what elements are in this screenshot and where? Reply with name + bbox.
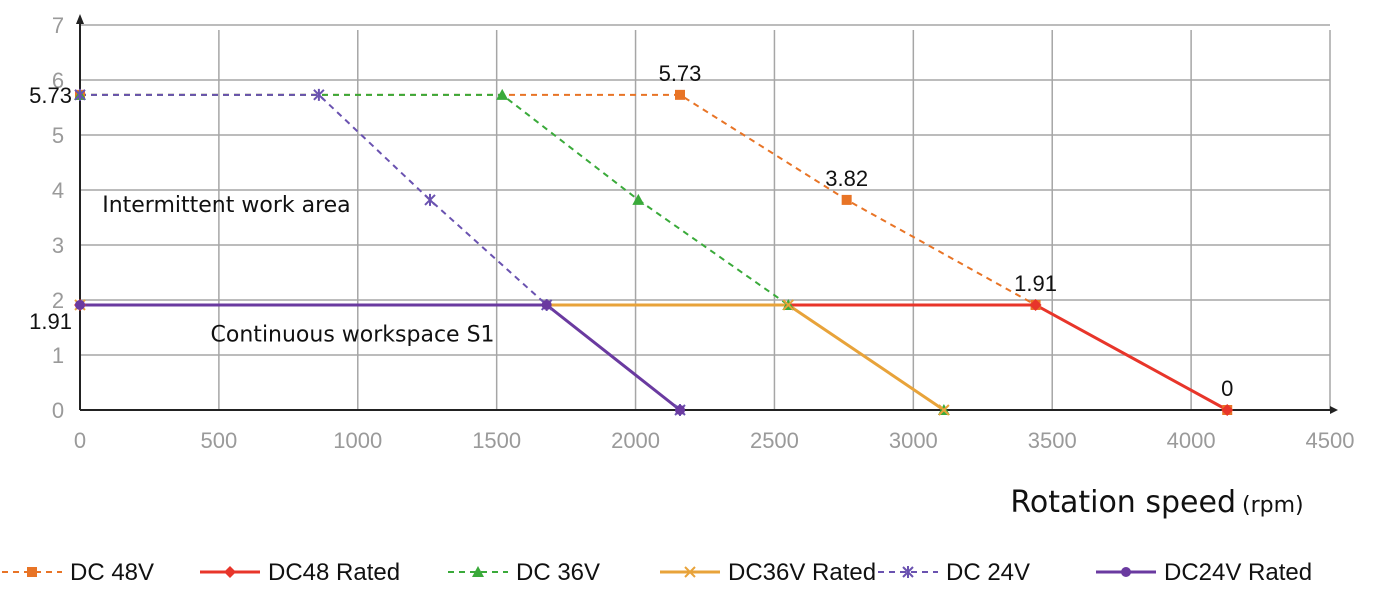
data-point-4-0	[74, 88, 86, 101]
data-point-3-2	[938, 404, 950, 416]
area-label: Intermittent work area	[102, 193, 350, 218]
data-point-4-1	[313, 88, 325, 101]
chart-axes	[76, 14, 1338, 414]
legend-label-2: DC 36V	[516, 559, 600, 586]
y-tick-label: 1	[52, 343, 64, 368]
area-labels: Intermittent work area Continuous workspa…	[102, 193, 494, 347]
series-line-4	[80, 93, 681, 411]
series-line-1	[80, 303, 1228, 412]
legend-label-5: DC24V Rated	[1164, 559, 1312, 586]
tick-labels: 0 500 1000 1500 2000 2500 3000 3500 4000 4500 0 1 2 3…	[52, 13, 1355, 453]
legend-label-0: DC 48V	[70, 559, 154, 586]
x-tick-label: 3500	[1028, 428, 1077, 453]
legend-marker-0	[27, 567, 37, 577]
area-label: Continuous workspace S1	[211, 322, 495, 347]
data-point-5-2	[675, 405, 685, 415]
x-tick-label: 2500	[750, 428, 799, 453]
x-axis-label: Rotation speed	[1010, 485, 1236, 520]
data-point-2-2	[632, 193, 645, 205]
series-line-3	[80, 303, 945, 412]
x-tick-label: 1000	[333, 428, 382, 453]
data-label: 1.91	[1014, 271, 1057, 296]
y-tick-label: 7	[52, 13, 64, 38]
y-tick-label: 6	[52, 68, 64, 93]
chart-grid	[80, 24, 1331, 410]
x-axis-arrow	[1330, 406, 1338, 414]
series-line-0	[80, 93, 1228, 411]
x-tick-label: 4000	[1167, 428, 1216, 453]
data-point-0-1	[675, 89, 685, 100]
data-labels: 5.73 3.82 1.91 0 5.73 1.91	[29, 61, 1233, 401]
data-label: 3.82	[825, 166, 868, 191]
y-tick-label: 5	[52, 123, 64, 148]
data-point-1-1	[1029, 298, 1042, 311]
data-point-2-1	[496, 88, 509, 100]
y-tick-label: 0	[52, 398, 64, 423]
legend: DC 48V DC48 Rated DC 36V DC36V Rated DC 24V D…	[2, 559, 1312, 586]
series-line-2	[80, 93, 945, 411]
data-label: 1.91	[29, 309, 72, 334]
y-axis-arrow	[76, 14, 84, 24]
series-lines	[80, 93, 1228, 412]
y-tick-label: 2	[52, 288, 64, 313]
legend-marker-1	[224, 566, 236, 578]
x-tick-label: 3000	[889, 428, 938, 453]
data-point-0-2	[841, 194, 852, 205]
legend-marker-4	[902, 566, 914, 578]
data-point-5-1	[541, 299, 552, 310]
x-tick-label: 0	[74, 428, 86, 453]
data-point-5-0	[75, 299, 85, 310]
y-tick-label: 4	[52, 178, 64, 203]
data-point-4-2	[424, 193, 436, 206]
data-point-1-2	[1221, 404, 1234, 416]
legend-marker-5	[1121, 567, 1131, 577]
data-label: 5.73	[29, 83, 72, 108]
data-point-3-1	[782, 299, 795, 311]
legend-label-1: DC48 Rated	[268, 559, 400, 586]
x-tick-label: 4500	[1306, 428, 1355, 453]
legend-marker-2	[472, 566, 484, 577]
legend-label-4: DC 24V	[946, 559, 1030, 586]
legend-label-3: DC36V Rated	[728, 559, 876, 586]
legend-marker-3	[684, 566, 696, 578]
x-tick-label: 500	[201, 428, 238, 453]
y-tick-label: 3	[52, 233, 64, 258]
data-label: 5.73	[659, 61, 702, 86]
series-line-5	[80, 303, 681, 412]
x-tick-label: 1500	[472, 428, 521, 453]
x-tick-label: 2000	[611, 428, 660, 453]
data-label: 0	[1221, 376, 1233, 401]
series-markers	[74, 88, 1234, 416]
x-axis-unit: (rpm)	[1242, 493, 1304, 518]
